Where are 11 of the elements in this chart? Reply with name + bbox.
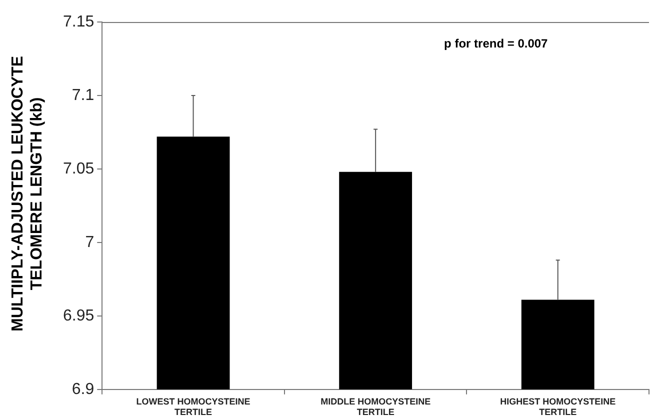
y-tick-label: 6.9	[72, 380, 94, 398]
x-tick-label: MIDDLE HOMOCYSTEINE TERTILE	[320, 396, 431, 418]
x-tick-label: LOWEST HOMOCYSTEINE TERTILE	[136, 396, 250, 418]
y-tick-label: 7	[85, 234, 94, 251]
y-tick-label: 7.05	[63, 160, 94, 178]
y-tick-label: 7.15	[63, 13, 94, 30]
y-tick-label: 7.1	[72, 86, 94, 104]
x-tick-label: HIGHEST HOMOCYSTEINE TERTILE	[500, 396, 616, 418]
annotation: p for trend = 0.007	[444, 36, 548, 50]
y-tick-label: 6.95	[63, 307, 94, 324]
y-axis-title: MULTIIPLY-ADJUSTED LEUKOCYTE TELOMERE LENGTH (kb)	[9, 56, 46, 332]
